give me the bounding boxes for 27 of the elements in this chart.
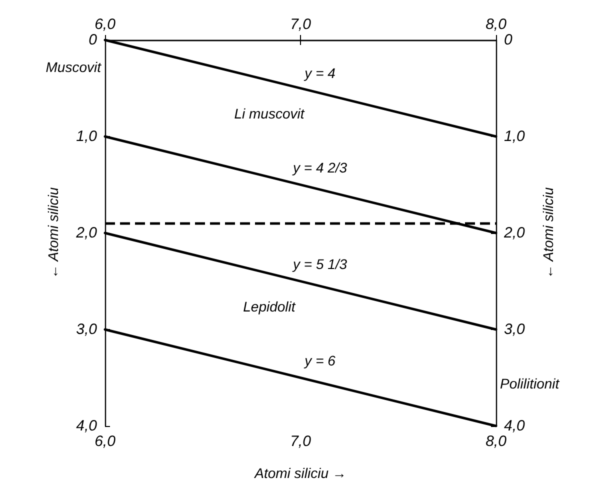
y-tick-label: 1,0 [76, 128, 98, 145]
x-axis-title: Atomi siliciu → [254, 465, 346, 481]
text: Polilitionit [500, 376, 560, 392]
annotation: y = 6 [304, 352, 336, 368]
x-tick-label: 8,0 [486, 16, 508, 33]
y2-tick-label: 3,0 [504, 321, 526, 338]
x2-tick-label: 7,0 [290, 433, 312, 450]
y2-tick-label: 2,0 [503, 224, 526, 242]
annotation: Lepidolit [243, 298, 296, 314]
y-tick-label: 2,0 [75, 224, 98, 242]
y-tick-label: 4,0 [76, 418, 98, 434]
y-axis-title: ← Atomi siliciu [45, 187, 61, 279]
y2-tick-label: 0 [504, 32, 513, 48]
annotation: y = 4 2/3 [292, 159, 348, 176]
annotation: Li muscovit [234, 105, 306, 122]
y2-tick-label: 1,0 [504, 128, 526, 145]
y2-tick-label: 4,0 [504, 418, 526, 434]
y-tick-label: 0 [88, 32, 98, 48]
x-tick-label: 7,0 [290, 16, 312, 33]
y-tick-label: 3,0 [76, 321, 98, 338]
x-tick-label: 6,0 [94, 16, 116, 33]
x2-tick-label: 8,0 [486, 433, 508, 450]
y2-axis-title: ← Atomi siliciu [540, 187, 556, 279]
x2-tick-label: 6,0 [94, 433, 116, 450]
annotation: y = 5 1/3 [292, 256, 348, 272]
annotation: y = 4 [304, 64, 336, 81]
text: Muscovit [46, 59, 102, 76]
